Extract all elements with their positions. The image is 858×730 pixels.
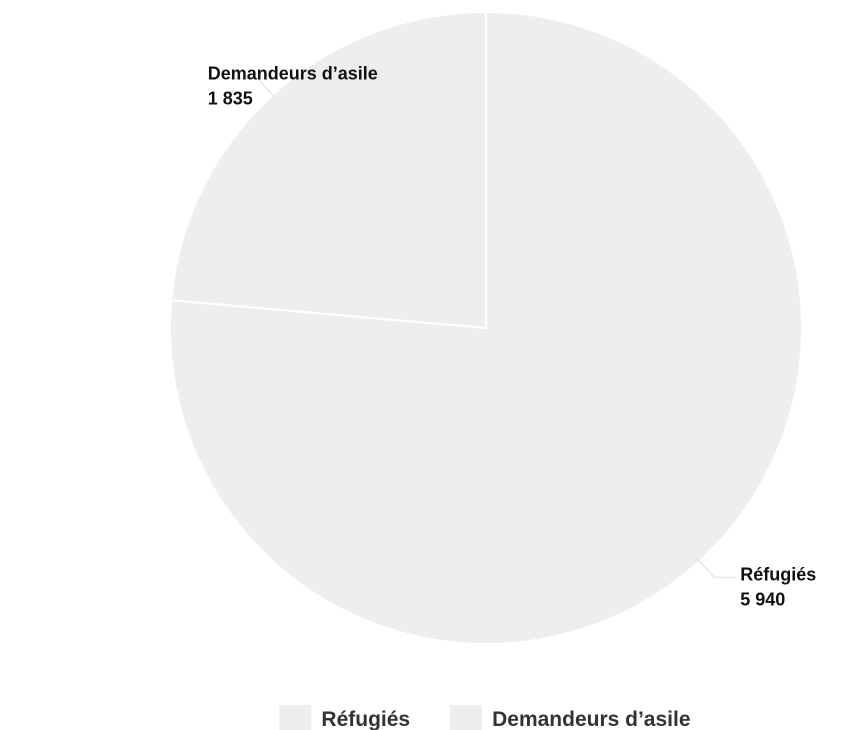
legend-item-refugies[interactable]: Réfugiés <box>279 705 410 730</box>
legend-item-demandeurs-d-asile[interactable]: Demandeurs d’asile <box>450 705 691 730</box>
legend: Réfugiés Demandeurs d’asile <box>279 705 691 730</box>
slice-value-refugies: 5 940 <box>740 589 785 609</box>
pie-slice-demandeurs-d-asile[interactable] <box>170 11 487 329</box>
connector-refugies <box>696 557 737 578</box>
legend-swatch-demandeurs-d-asile <box>450 705 483 730</box>
pie-slices <box>169 11 803 645</box>
connector-demandeurs-d-asile <box>227 78 276 99</box>
slice-label-demandeurs-d-asile: Demandeurs d’asile <box>208 64 378 84</box>
legend-label-demandeurs-d-asile: Demandeurs d’asile <box>492 708 690 730</box>
slice-connectors <box>227 78 737 578</box>
slice-value-demandeurs-d-asile: 1 835 <box>208 89 253 109</box>
legend-swatch-refugies <box>279 705 312 730</box>
slice-labels: Réfugiés 5 940 Demandeurs d’asile 1 835 <box>208 64 817 610</box>
legend-label-refugies: Réfugiés <box>321 708 410 730</box>
slice-label-refugies: Réfugiés <box>740 564 816 584</box>
